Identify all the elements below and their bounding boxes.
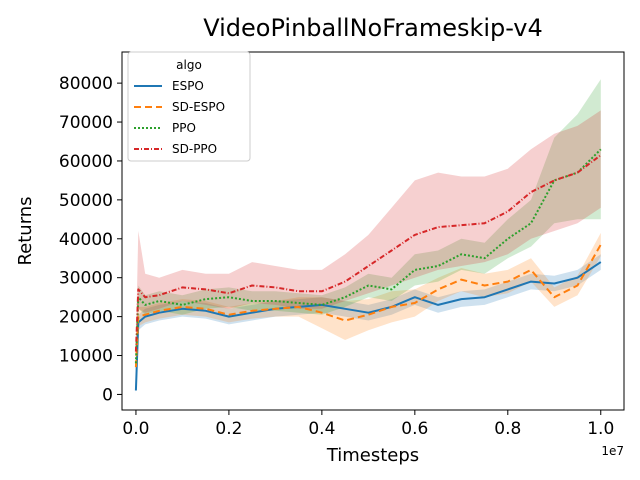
x-offset-label: 1e7	[601, 444, 624, 458]
legend-title: algo	[176, 58, 202, 72]
band-sd-espo	[135, 232, 601, 375]
series-line-ppo	[134, 148, 602, 364]
y-axis-label: Returns	[15, 196, 36, 265]
series-line-sd-ppo	[134, 154, 602, 352]
legend-label-espo: ESPO	[172, 79, 204, 93]
legend-label-ppo: PPO	[172, 121, 196, 135]
chart-title: VideoPinballNoFrameskip-v4	[203, 14, 543, 42]
plot-frame	[121, 51, 625, 411]
y-tick-label: 50000	[59, 191, 113, 211]
legend: algo ESPO SD-ESPO PPO SD-PPO	[127, 51, 251, 162]
x-tick-label: 0.4	[308, 419, 335, 439]
y-axis-ticks: 0 10000 20000 30000 40000 50000 60000 70000 8000…	[59, 74, 122, 405]
y-tick-label: 60000	[59, 152, 113, 172]
series-lines	[134, 148, 602, 391]
y-tick-label: 80000	[59, 74, 113, 94]
x-tick-label: 0.2	[215, 419, 242, 439]
y-tick-label: 10000	[59, 347, 113, 367]
y-tick-label: 0	[102, 385, 113, 405]
band-ppo	[135, 79, 601, 372]
x-tick-label: 0.6	[401, 419, 428, 439]
x-tick-label: 0.0	[122, 419, 149, 439]
y-tick-label: 30000	[59, 269, 113, 289]
x-axis-ticks: 0.0 0.2 0.4 0.6 0.8 1.0	[122, 410, 614, 439]
y-tick-label: 20000	[59, 308, 113, 328]
legend-box	[127, 51, 251, 162]
x-tick-label: 1.0	[587, 419, 614, 439]
x-tick-label: 0.8	[494, 419, 521, 439]
band-espo	[135, 254, 601, 395]
series-line-sd-espo	[134, 244, 602, 368]
x-axis-label: Timesteps	[326, 445, 419, 466]
legend-label-sd-espo: SD-ESPO	[172, 100, 225, 114]
y-tick-label: 40000	[59, 230, 113, 250]
series-line-espo	[134, 261, 602, 391]
legend-label-sd-ppo: SD-PPO	[172, 142, 217, 156]
y-tick-label: 70000	[59, 113, 113, 133]
